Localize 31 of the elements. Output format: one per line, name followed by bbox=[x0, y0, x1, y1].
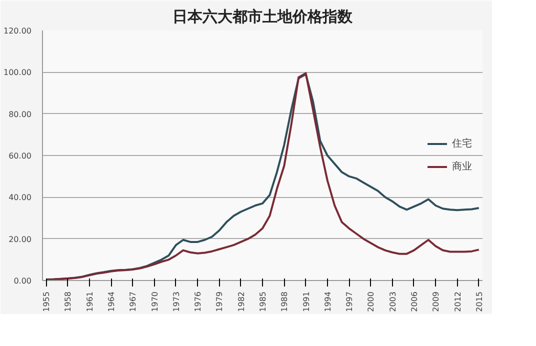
x-tick-label: 1997 bbox=[345, 292, 354, 312]
x-tick-label: 1958 bbox=[64, 292, 73, 312]
x-tick-label: 1955 bbox=[42, 292, 52, 312]
x-tick-label: 1967 bbox=[128, 292, 138, 312]
x-tick-label: 2006 bbox=[410, 292, 419, 312]
legend-label: 商业 bbox=[452, 160, 472, 174]
x-tick-label: 1982 bbox=[236, 292, 246, 312]
x-tick-label: 1973 bbox=[172, 292, 181, 312]
x-tick-label: 1961 bbox=[85, 292, 94, 312]
x-tick-label: 2009 bbox=[432, 292, 441, 312]
y-tick-label: 80.00 bbox=[8, 110, 32, 119]
x-tick-label: 1988 bbox=[280, 292, 290, 312]
x-tick-label: 1964 bbox=[107, 292, 116, 312]
y-tick-label: 0.00 bbox=[14, 276, 32, 286]
y-tick-label: 100.00 bbox=[4, 68, 32, 78]
x-tick-label: 1976 bbox=[194, 292, 203, 312]
x-tick-label: 1985 bbox=[258, 292, 268, 312]
y-tick-label: 40.00 bbox=[8, 193, 32, 202]
x-tick-label: 2000 bbox=[366, 292, 376, 312]
x-tick-label: 2003 bbox=[388, 292, 398, 312]
y-tick-label: 120.00 bbox=[4, 26, 32, 36]
x-tick-label: 2015 bbox=[474, 292, 484, 312]
chart-title: 日本六大都市土地价格指数 bbox=[172, 8, 354, 26]
x-tick-label: 1991 bbox=[302, 292, 311, 312]
y-tick-label: 20.00 bbox=[8, 234, 32, 244]
x-tick-label: 2012 bbox=[453, 292, 462, 312]
legend-label: 住宅 bbox=[452, 137, 472, 150]
y-tick-label: 60.00 bbox=[8, 152, 32, 160]
x-tick-label: 1979 bbox=[215, 292, 224, 312]
x-tick-label: 1994 bbox=[323, 292, 332, 312]
x-tick-label: 1970 bbox=[150, 292, 160, 312]
